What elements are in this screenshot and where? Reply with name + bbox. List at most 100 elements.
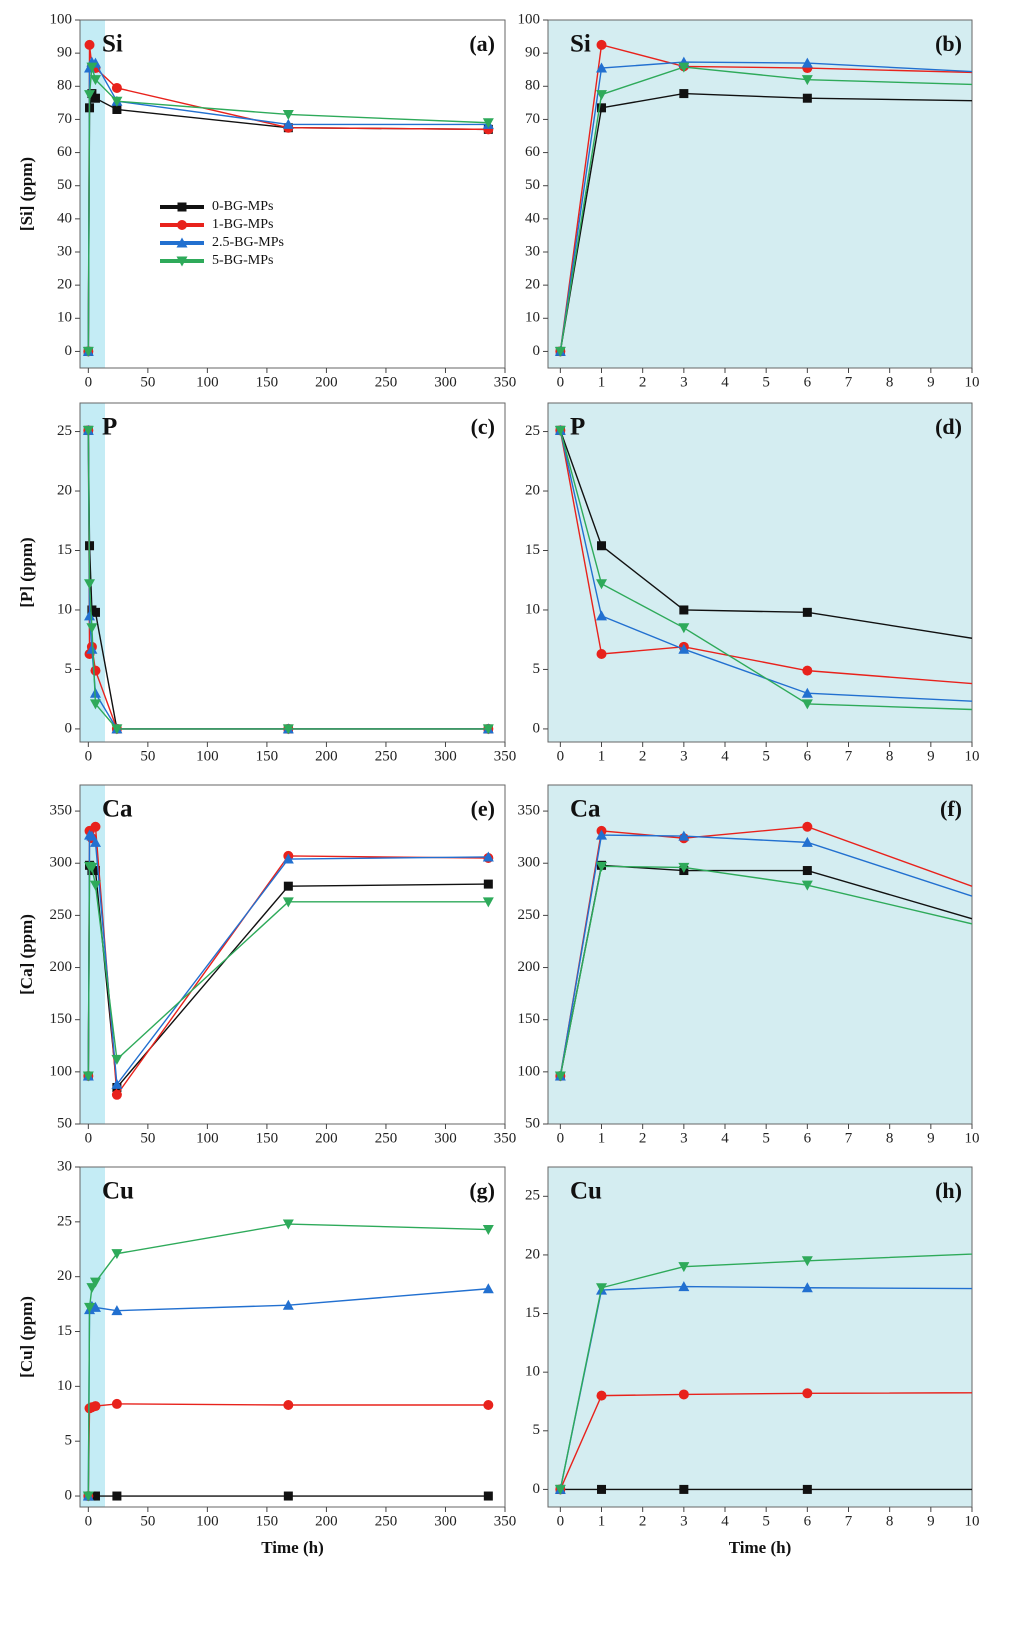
marker: [90, 665, 101, 676]
y-tick-label: 30: [57, 1158, 72, 1174]
panel-label: (e): [471, 796, 495, 821]
x-tick-label: 1: [598, 748, 606, 764]
marker: [596, 90, 608, 101]
marker: [111, 82, 122, 93]
y-tick-label: 100: [50, 1063, 73, 1079]
panel-title: P: [570, 414, 585, 441]
x-tick-label: 6: [804, 748, 812, 764]
x-tick-label: 6: [804, 1130, 812, 1146]
marker: [596, 1390, 607, 1401]
y-tick-label: 5: [65, 661, 73, 677]
marker: [801, 57, 813, 68]
x-tick-label: 200: [315, 1513, 338, 1529]
y-tick-label: 90: [57, 45, 72, 61]
marker: [82, 1491, 94, 1502]
series-group: [554, 424, 972, 711]
y-tick-label: 60: [525, 144, 540, 160]
y-tick-label: 15: [57, 1323, 72, 1339]
marker: [82, 425, 94, 436]
marker: [89, 880, 101, 891]
y-axis-label: [Cu] (ppm): [17, 1296, 36, 1378]
y-tick-label: 0: [533, 1481, 541, 1497]
y-axis-label: [Ca] (ppm): [17, 914, 36, 995]
marker: [554, 1484, 566, 1495]
x-tick-label: 2: [639, 748, 647, 764]
legend-label: 0-BG-MPs: [212, 199, 273, 214]
y-tick-label: 150: [518, 1011, 541, 1027]
marker: [678, 1262, 690, 1273]
marker: [596, 39, 607, 50]
y-axis-label: [Si] (ppm): [17, 157, 36, 231]
y-tick-label: 0: [65, 1487, 73, 1503]
panel-title: Si: [570, 31, 591, 58]
marker: [554, 1071, 566, 1082]
x-tick-label: 150: [256, 1513, 279, 1529]
panel-title: P: [102, 414, 117, 441]
marker: [112, 104, 122, 114]
y-tick-label: 100: [50, 11, 73, 27]
x-tick-label: 7: [845, 748, 853, 764]
x-tick-label: 100: [196, 374, 219, 390]
y-tick-label: 15: [525, 1305, 540, 1321]
marker: [802, 93, 812, 103]
shaded-region: [548, 403, 972, 742]
series-line: [87, 430, 489, 730]
plot-frame: [547, 402, 973, 743]
panel-label: (f): [940, 796, 962, 821]
plot-frame: [547, 19, 973, 369]
x-tick-label: 9: [927, 1130, 935, 1146]
y-tick-label: 25: [57, 423, 72, 439]
y-tick-label: 10: [57, 1378, 72, 1394]
series-line: [87, 44, 489, 352]
y-tick-label: 90: [525, 45, 540, 61]
x-tick-label: 50: [140, 748, 155, 764]
marker: [596, 579, 608, 590]
x-tick-label: 150: [256, 374, 279, 390]
y-tick-label: 10: [525, 310, 540, 326]
y-tick-label: 50: [57, 1115, 72, 1131]
y-tick-label: 25: [525, 423, 540, 439]
shaded-region: [548, 785, 972, 1124]
marker: [112, 1491, 122, 1501]
x-tick-label: 150: [256, 1130, 279, 1146]
x-tick-label: 1: [598, 1513, 606, 1529]
x-tick-label: 10: [965, 748, 980, 764]
y-tick-label: 40: [525, 210, 540, 226]
marker: [89, 1301, 101, 1312]
marker: [678, 643, 690, 654]
marker: [678, 862, 690, 873]
marker: [679, 89, 689, 99]
y-tick-label: 0: [65, 343, 73, 359]
marker: [282, 118, 294, 129]
series-group: [554, 39, 972, 357]
x-tick-label: 8: [886, 748, 894, 764]
marker: [596, 62, 608, 73]
marker: [90, 1491, 100, 1501]
series-line: [87, 66, 489, 352]
x-tick-label: 50: [140, 1513, 155, 1529]
marker: [801, 75, 813, 86]
marker: [283, 1491, 293, 1501]
x-tick-label: 1: [598, 374, 606, 390]
marker: [482, 1225, 494, 1236]
panel-title: Ca: [570, 796, 601, 823]
x-tick-label: 8: [886, 1513, 894, 1529]
series-group: [82, 821, 494, 1100]
marker: [90, 1401, 101, 1412]
plot-frame: [79, 19, 506, 369]
y-tick-label: 60: [57, 144, 72, 160]
marker: [177, 202, 187, 212]
x-tick-label: 8: [886, 1130, 894, 1146]
marker: [111, 96, 123, 107]
marker: [596, 829, 608, 840]
y-tick-label: 50: [525, 1115, 540, 1131]
y-tick-label: 20: [57, 277, 72, 293]
marker: [554, 346, 566, 357]
plot-frame: [79, 784, 506, 1125]
marker: [282, 1299, 294, 1310]
marker: [597, 541, 607, 551]
x-tick-label: 9: [927, 748, 935, 764]
marker: [84, 579, 96, 590]
x-tick-label: 300: [434, 374, 457, 390]
y-tick-label: 10: [525, 1364, 540, 1380]
